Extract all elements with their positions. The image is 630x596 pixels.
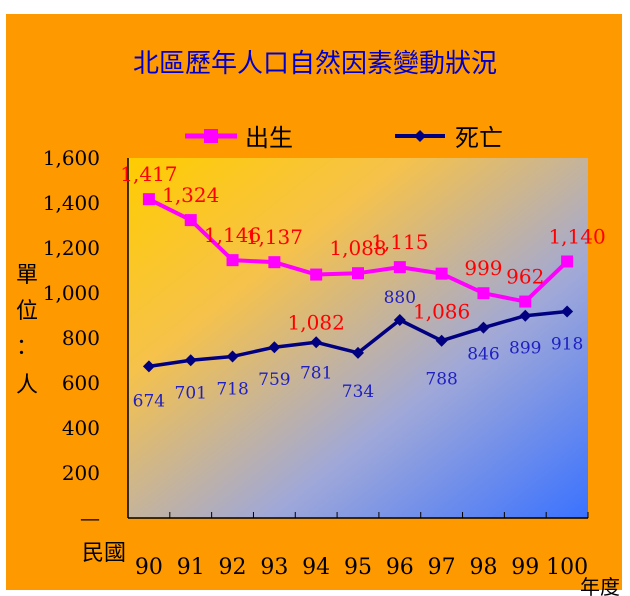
death-point (184, 354, 197, 367)
birth-data-label: 1,137 (246, 225, 303, 249)
death-point (519, 309, 532, 322)
birth-data-label: 1,082 (288, 311, 345, 335)
death-point (435, 334, 448, 347)
death-data-label: 734 (342, 382, 374, 402)
legend: 出生 死亡 (185, 124, 503, 152)
birth-data-label: 1,324 (162, 183, 219, 207)
death-data-label: 899 (509, 339, 541, 359)
birth-point (561, 255, 574, 268)
y-axis-title-char: 單 (16, 263, 38, 288)
y-axis-title-char: 位 (16, 299, 38, 324)
birth-point (184, 214, 197, 227)
birth-data-label: 999 (464, 256, 502, 280)
x-tick-label: 92 (219, 555, 247, 580)
birth-data-label: 1,086 (413, 300, 470, 324)
y-tick-label: 200 (62, 461, 100, 485)
birth-point (435, 267, 448, 280)
y-tick-label: 1,600 (43, 146, 100, 170)
y-tick-label: 600 (62, 371, 100, 395)
x-tick-label: 100 (546, 555, 588, 580)
y-tick-label: 1,000 (43, 281, 100, 305)
y-tick-label: 400 (62, 416, 100, 440)
birth-point (519, 295, 532, 308)
birth-point (477, 287, 490, 300)
plot-area (128, 158, 588, 518)
death-point (268, 341, 281, 354)
legend-birth-marker (204, 129, 218, 143)
y-tick-label: — (80, 506, 100, 530)
x-tick-label: 96 (386, 555, 414, 580)
death-data-label: 718 (216, 379, 248, 399)
birth-point (226, 254, 239, 267)
x-tick-label: 97 (428, 555, 456, 580)
death-point (226, 350, 239, 363)
x-axis-title: 年度 (580, 575, 620, 596)
death-data-label: 701 (175, 383, 207, 403)
death-data-label: 918 (551, 334, 583, 354)
death-point (352, 346, 364, 359)
death-point (561, 305, 574, 318)
birth-data-label: 1,088 (329, 236, 386, 260)
y-axis-title: 單位 ： 人 (16, 263, 38, 398)
death-point (477, 321, 490, 334)
death-data-label: 759 (258, 370, 290, 390)
death-point (142, 360, 155, 373)
x-tick-label: 95 (344, 555, 372, 580)
birth-data-label: 1,115 (371, 230, 428, 254)
birth-point (142, 193, 155, 206)
death-data-label: 781 (300, 363, 332, 383)
birth-point (268, 256, 281, 269)
x-tick-label: 99 (511, 555, 539, 580)
x-axis-prefix: 民國 (82, 541, 126, 566)
birth-data-label: 1,146 (204, 223, 261, 247)
death-data-label: 846 (467, 345, 499, 365)
chart-title: 北區歷年人口自然因素變動狀況 (133, 49, 497, 79)
y-tick-label: 1,400 (43, 191, 100, 215)
death-point (393, 314, 406, 326)
birth-point (393, 261, 406, 274)
death-point (310, 336, 323, 349)
y-axis-title-char: ： (16, 335, 38, 360)
x-tick-label: 94 (302, 555, 330, 580)
y-tick-label: 1,200 (43, 236, 100, 260)
y-tick-label: 800 (62, 326, 100, 350)
x-tick-label: 98 (469, 555, 497, 580)
legend-death-marker (414, 130, 426, 142)
birth-point (310, 268, 323, 281)
y-tick-labels: — 200 400 600 800 1,000 1,200 1,400 1,600 (43, 146, 100, 530)
birth-data-label: 1,417 (120, 162, 177, 186)
legend-birth-label: 出生 (245, 124, 293, 152)
death-data-label: 674 (133, 391, 165, 411)
death-data-label: 788 (425, 370, 457, 390)
x-tick-label: 90 (135, 555, 163, 580)
y-axis-title-char: 人 (16, 373, 38, 398)
birth-data-label: 1,140 (548, 225, 605, 249)
death-data-label: 880 (384, 288, 416, 308)
birth-point (352, 267, 364, 280)
birth-data-label: 962 (506, 265, 544, 289)
x-tick-labels: 90 91 92 93 94 95 96 97 98 99 100 (127, 512, 589, 580)
x-tick-label: 93 (260, 555, 288, 580)
x-tick-label: 91 (177, 555, 205, 580)
legend-death-label: 死亡 (455, 124, 503, 152)
